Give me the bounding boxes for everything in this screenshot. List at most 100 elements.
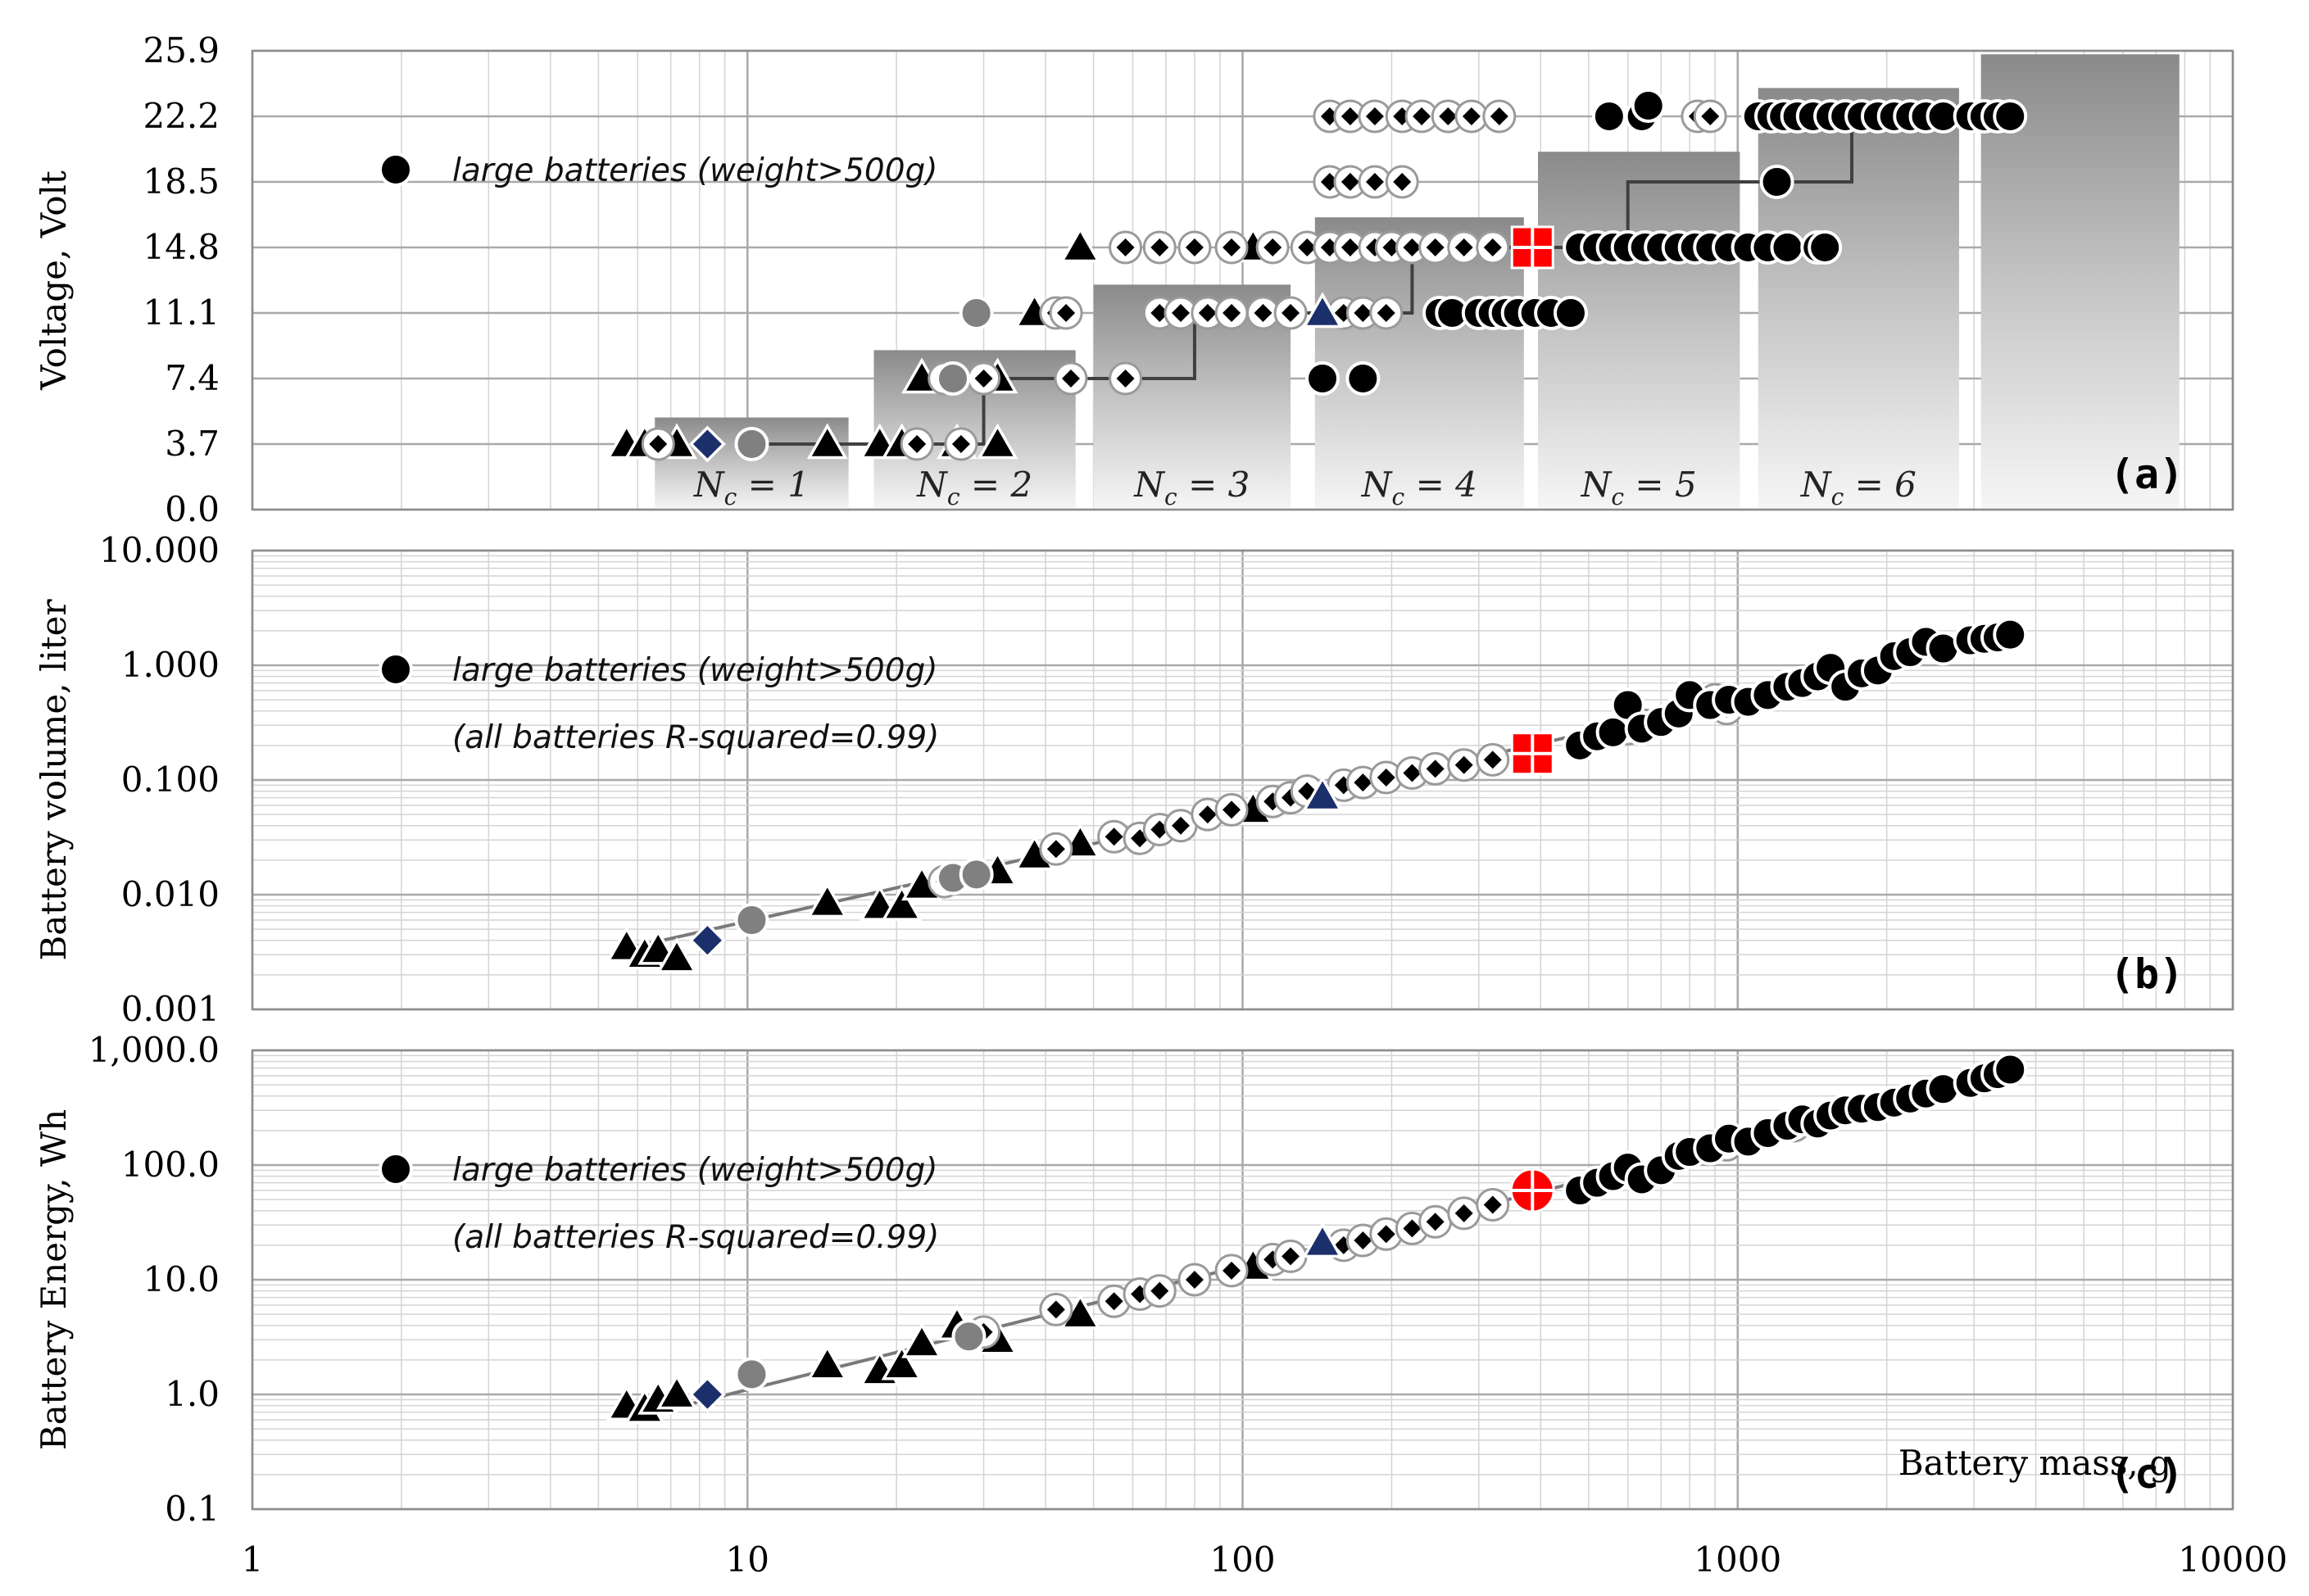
marker-diamond-circle: [1097, 819, 1132, 854]
x-axis-title: Battery mass, g: [1898, 1443, 2171, 1483]
marker-diamond-circle: [1369, 296, 1404, 330]
marker-diamond-circle: [1214, 296, 1249, 330]
marker-diamond-circle: [1358, 165, 1392, 199]
y-tick-label: 0.001: [121, 989, 220, 1029]
marker-diamond-circle: [1214, 230, 1249, 265]
legend-label: large batteries (weight>500g): [452, 652, 938, 689]
marker-reference-square: [1510, 225, 1554, 270]
series-reference-battery: [1509, 1168, 1555, 1213]
marker-diamond-circle: [1054, 361, 1088, 396]
marker-circle: [734, 1357, 769, 1392]
marker-circle: [1993, 1052, 2028, 1087]
panel-label: (c): [2110, 1450, 2184, 1498]
marker-diamond-circle: [1142, 1274, 1177, 1308]
marker-circle: [959, 857, 994, 892]
panel-label: (b): [2110, 950, 2184, 998]
series-diamond-in-circle: [641, 99, 1727, 461]
marker-diamond-circle: [1418, 1204, 1453, 1239]
marker-circle: [1759, 165, 1794, 199]
cell-band-label: Nc = 6: [1800, 465, 1917, 510]
y-axis-title: Battery Energy, Wh: [34, 1109, 74, 1450]
marker-diamond-circle: [1164, 809, 1198, 843]
marker-triangle: [806, 1344, 848, 1381]
y-tick-label: 10.000: [99, 530, 220, 570]
marker-circle: [734, 427, 769, 461]
marker-triangle: [656, 1373, 698, 1410]
marker-diamond-circle: [1177, 1263, 1212, 1297]
marker-diamond-circle: [1447, 230, 1481, 265]
y-tick-label: 0.1: [165, 1489, 220, 1529]
marker-triangle: [1301, 775, 1344, 812]
marker-circle: [1345, 361, 1381, 396]
marker-diamond-circle: [1214, 792, 1249, 827]
series-blue-triangle: [1301, 775, 1344, 812]
cell-band-label: Nc = 4: [1361, 465, 1477, 510]
marker-diamond-circle: [1447, 1196, 1481, 1231]
series-diamond-in-circle: [967, 1109, 1812, 1349]
marker-diamond-circle: [1404, 99, 1439, 134]
legend-label: large batteries (weight>500g): [452, 1152, 938, 1189]
marker-diamond: [688, 1376, 726, 1413]
series-reference-battery: [1510, 732, 1554, 776]
x-tick-label: 1000: [1694, 1539, 1781, 1580]
marker-triangle: [1301, 292, 1344, 329]
marker-diamond-circle: [1476, 230, 1510, 265]
marker-diamond-circle: [1693, 99, 1727, 134]
marker-reference-circle: [1509, 1168, 1555, 1213]
marker-circle: [959, 296, 994, 330]
marker-diamond-circle: [1476, 1188, 1510, 1222]
marker-circle: [379, 1152, 413, 1186]
marker-diamond-circle: [1369, 760, 1404, 795]
marker-diamond-circle: [1385, 165, 1419, 199]
marker-diamond-circle: [900, 427, 934, 461]
marker-circle: [951, 1319, 987, 1354]
marker-triangle: [881, 1344, 923, 1381]
marker-diamond-circle: [1214, 1254, 1249, 1288]
cell-band-label: Nc = 3: [1133, 465, 1250, 510]
marker-diamond-circle: [1109, 230, 1143, 265]
marker-circle: [734, 903, 769, 938]
marker-triangle: [806, 423, 848, 460]
y-tick-label: 3.7: [165, 424, 220, 464]
marker-diamond-circle: [967, 361, 1001, 396]
r-squared-note: (all batteries R-squared=0.99): [452, 719, 939, 756]
y-tick-label: 100.0: [121, 1145, 220, 1185]
marker-circle: [379, 152, 413, 187]
marker-diamond-circle: [1447, 748, 1481, 782]
marker-circle: [1770, 230, 1805, 265]
marker-circle: [379, 652, 413, 687]
cell-band-label: Nc = 5: [1581, 465, 1697, 510]
marker-diamond-circle: [1431, 99, 1465, 134]
legend-label: large batteries (weight>500g): [452, 152, 938, 189]
r-squared-note: (all batteries R-squared=0.99): [452, 1219, 939, 1256]
series-blue-triangle: [1301, 292, 1344, 329]
marker-reference-square: [1510, 732, 1554, 776]
y-tick-label: 25.9: [143, 30, 220, 70]
marker-diamond-circle: [1177, 230, 1212, 265]
cell-band-label: Nc = 2: [916, 465, 1032, 510]
marker-diamond-circle: [1273, 296, 1308, 330]
marker-diamond-circle: [1049, 296, 1083, 330]
series-blue-diamond: [688, 1376, 726, 1413]
panel-label: (a): [2110, 451, 2184, 498]
series-large-batteries-weight-500g-: [1563, 1052, 2028, 1208]
marker-triangle: [977, 423, 1018, 460]
marker-triangle: [1301, 1222, 1344, 1258]
marker-circle: [1591, 99, 1626, 134]
cell-band: [1314, 217, 1524, 510]
y-tick-label: 1.000: [121, 645, 220, 685]
series-large-batteries-weight-500g-: [1305, 88, 2028, 396]
marker-circle: [1808, 230, 1843, 265]
marker-diamond: [688, 425, 726, 463]
series-reference-battery: [1510, 225, 1554, 270]
series-large-batteries-weight-500g-: [1563, 617, 2028, 763]
cell-band: [1537, 152, 1740, 510]
plot-frame-b: [251, 549, 2234, 1011]
marker-diamond-circle: [1333, 99, 1368, 134]
marker-diamond-circle: [1109, 361, 1143, 396]
y-tick-label: 14.8: [143, 227, 220, 267]
marker-triangle: [656, 936, 698, 973]
x-tick-label: 1: [242, 1539, 264, 1580]
series-gray-circle: [734, 857, 994, 938]
